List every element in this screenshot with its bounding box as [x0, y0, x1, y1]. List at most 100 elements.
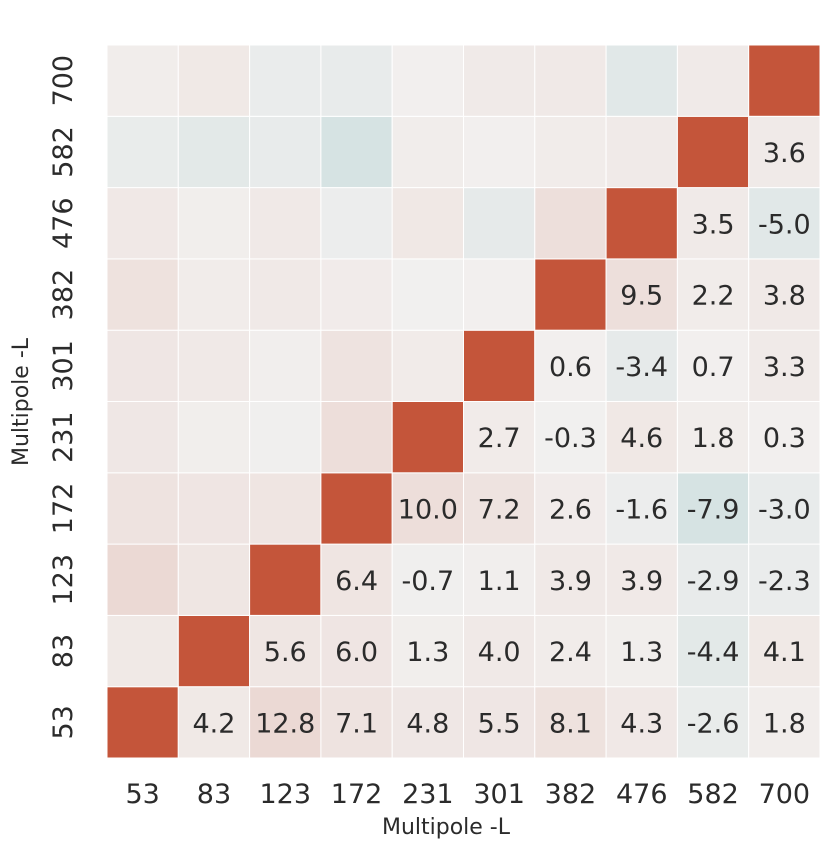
heatmap-cell [177, 543, 251, 616]
heatmap-cell-diagonal [463, 329, 536, 403]
heatmap-cell [177, 686, 251, 759]
heatmap-cell [106, 44, 179, 117]
heatmap-cell [177, 187, 251, 260]
heatmap-cell-diagonal [534, 258, 607, 331]
heatmap-cell [748, 543, 821, 616]
heatmap-cell [249, 258, 322, 331]
x-tick-label: 476 [616, 779, 668, 810]
heatmap-cell [391, 329, 465, 403]
cell-value-label: 5.6 [264, 637, 307, 668]
cell-value-label: 3.3 [763, 352, 806, 383]
heatmap-cells [106, 44, 821, 759]
x-tick-label: 582 [687, 779, 739, 810]
heatmap-cell [676, 329, 750, 403]
cell-value-label: 3.6 [763, 138, 806, 169]
heatmap-cell [748, 472, 821, 545]
heatmap-cell [534, 472, 607, 545]
cell-value-label: 3.9 [620, 566, 663, 597]
heatmap-cell [106, 115, 179, 189]
heatmap-cell-diagonal [106, 686, 179, 759]
heatmap-cell [249, 472, 322, 545]
heatmap-cell [534, 44, 607, 117]
y-tick-label: 301 [48, 340, 79, 392]
heatmap-cell [463, 686, 536, 759]
heatmap-cell-diagonal [748, 44, 821, 117]
cell-value-label: 10.0 [398, 494, 458, 525]
heatmap-cell [106, 614, 179, 688]
heatmap-cell [748, 187, 821, 260]
heatmap-cell [249, 115, 322, 189]
cell-value-label: 7.2 [478, 494, 521, 525]
x-axis-label: Multipole -L [382, 815, 511, 840]
heatmap-cell-diagonal [605, 187, 678, 260]
heatmap-cell [106, 472, 179, 545]
heatmap-cell [106, 329, 179, 403]
y-tick-label: 582 [48, 126, 79, 178]
x-tick-label: 700 [759, 779, 811, 810]
heatmap-cell [177, 401, 251, 474]
y-axis-label: Multipole -L [9, 337, 34, 466]
heatmap-cell [463, 187, 536, 260]
heatmap-cell [249, 329, 322, 403]
heatmap-cell-diagonal [391, 401, 465, 474]
heatmap-cell [391, 258, 465, 331]
y-tick-label: 382 [48, 269, 79, 321]
cell-value-label: 12.8 [255, 708, 315, 739]
heatmap-cell [249, 187, 322, 260]
heatmap-cell [748, 115, 821, 189]
y-tick-label: 476 [48, 197, 79, 249]
heatmap-cell [748, 329, 821, 403]
heatmap-cell [605, 401, 678, 474]
heatmap-cell [463, 401, 536, 474]
heatmap-cell [106, 187, 179, 260]
cell-value-label: 4.1 [763, 637, 806, 668]
heatmap-cell [534, 115, 607, 189]
heatmap-cell [320, 686, 393, 759]
cell-value-label: 6.0 [335, 637, 378, 668]
heatmap-cell [605, 472, 678, 545]
cell-value-label: -0.7 [402, 566, 455, 597]
heatmap-cell [463, 258, 536, 331]
heatmap-cell [463, 44, 536, 117]
cell-value-label: 2.4 [549, 637, 592, 668]
cell-value-label: -5.0 [758, 209, 811, 240]
cell-value-label: 5.5 [478, 708, 521, 739]
heatmap-cell [463, 472, 536, 545]
cell-value-label: 1.3 [620, 637, 663, 668]
cell-value-label: 1.1 [478, 566, 521, 597]
cell-value-label: 4.8 [406, 708, 449, 739]
cell-value-label: 4.6 [620, 423, 663, 454]
x-tick-label: 53 [125, 779, 159, 810]
heatmap-cell [676, 614, 750, 688]
heatmap-cell [605, 543, 678, 616]
cell-value-label: -2.3 [758, 566, 811, 597]
cell-value-label: 4.3 [620, 708, 663, 739]
heatmap-cell [320, 187, 393, 260]
y-tick-label: 123 [48, 554, 79, 606]
x-tick-label: 231 [402, 779, 454, 810]
x-tick-label: 123 [259, 779, 311, 810]
heatmap-cell [391, 472, 465, 545]
y-tick-label: 700 [48, 55, 79, 107]
heatmap-cell [320, 401, 393, 474]
heatmap-cell [676, 686, 750, 759]
heatmap-cell [605, 329, 678, 403]
cell-value-label: 2.2 [692, 281, 735, 312]
heatmap-cell [748, 614, 821, 688]
heatmap-cell [320, 329, 393, 403]
cell-value-label: 0.6 [549, 352, 592, 383]
cell-value-label: -3.4 [615, 352, 668, 383]
heatmap-cell-diagonal [177, 614, 251, 688]
x-tick-label: 301 [473, 779, 525, 810]
x-axis-ticks: 53 83 123 172 231 301 382 476 582 700 [125, 779, 810, 810]
cell-value-label: 1.8 [763, 708, 806, 739]
heatmap-cell-diagonal [249, 543, 322, 616]
y-tick-label: 231 [48, 411, 79, 463]
heatmap-cell [106, 401, 179, 474]
heatmap-cell [320, 44, 393, 117]
heatmap-cell-diagonal [676, 115, 750, 189]
heatmap-cell [249, 44, 322, 117]
cell-value-label: -0.3 [544, 423, 597, 454]
y-tick-label: 53 [48, 705, 79, 739]
